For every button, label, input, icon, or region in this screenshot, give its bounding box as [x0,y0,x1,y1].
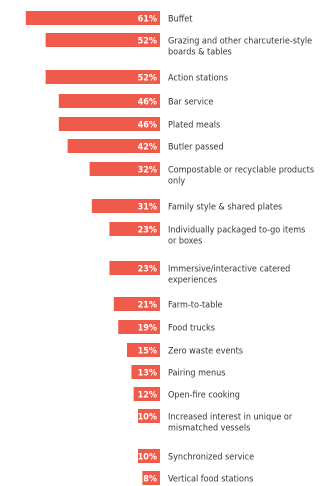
category-label: mismatched vessels [168,423,250,433]
value-label: 10% [138,452,157,462]
category-label: Synchronized service [168,452,254,462]
bar [25,11,160,25]
value-label: 46% [138,97,157,107]
value-label: 21% [138,300,157,310]
value-label: 23% [138,264,157,274]
bar [142,471,160,485]
value-label: 12% [138,390,157,400]
category-label: Buffet [168,14,192,24]
category-label: Action stations [168,73,228,83]
bar [58,94,160,108]
value-label: 23% [138,225,157,235]
category-label: Compostable or recyclable products [168,165,314,175]
bar [113,297,160,311]
category-label: Individually packaged to-go items [168,225,305,235]
category-label: Immersive/interactive catered [168,264,290,274]
value-label: 52% [138,73,157,83]
category-label: Open-fire cooking [168,390,240,400]
value-label: 31% [138,202,157,212]
category-label: Pairing menus [168,368,225,378]
value-label: 13% [138,368,157,378]
category-label: only [168,176,185,186]
value-label: 52% [138,36,157,46]
value-label: 46% [138,120,157,130]
bar [133,387,160,401]
value-label: 10% [138,412,157,422]
category-label: Family style & shared plates [168,202,282,212]
category-label: Food trucks [168,323,215,333]
value-label: 15% [138,346,157,356]
category-label: Bar service [168,97,213,107]
category-label: experiences [168,275,217,285]
category-label: Increased interest in unique or [168,412,293,422]
bar [58,117,160,131]
category-label: Zero waste events [168,346,243,356]
bar [91,199,160,213]
category-label: Butler passed [168,142,224,152]
bar [127,343,160,357]
bar [109,222,160,236]
category-label: Grazing and other charcuterie-style [168,36,312,46]
value-label: 19% [138,323,157,333]
bar [118,320,160,334]
bar [45,33,160,47]
value-label: 32% [138,165,157,175]
category-label: Farm-to-table [168,300,223,310]
value-label: 42% [138,142,157,152]
bar [131,365,160,379]
category-label: or boxes [168,236,202,246]
category-label: Plated meals [168,120,220,130]
bar [138,449,160,463]
value-label: 8% [143,474,157,484]
bar [45,70,160,84]
bar [109,261,160,275]
bar [89,162,160,176]
category-label: Vertical food stations [168,474,253,484]
category-label: boards & tables [168,47,232,57]
bar [67,139,160,153]
value-label: 61% [138,14,157,24]
bar [138,409,160,423]
